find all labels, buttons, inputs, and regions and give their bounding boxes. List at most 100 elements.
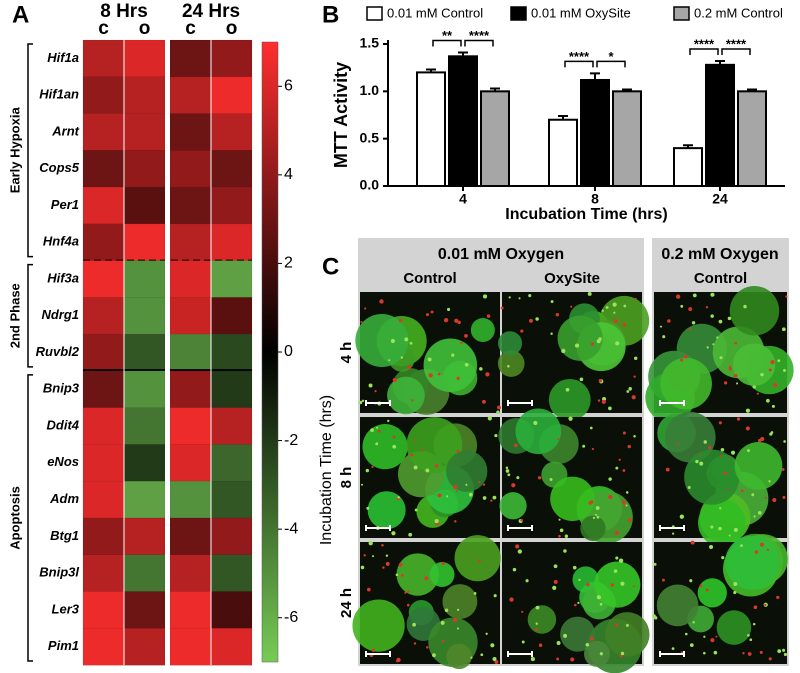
cell-dot — [625, 491, 629, 494]
cell-dot — [441, 639, 445, 643]
heatmap-cell — [82, 186, 125, 225]
cell-dot — [680, 304, 684, 308]
heatmap-cell — [82, 76, 125, 115]
cell-dot — [370, 428, 374, 432]
cell-dot — [710, 314, 714, 318]
cell-dot — [689, 579, 693, 583]
error-bar — [558, 114, 568, 120]
cell-dot — [558, 518, 561, 521]
cell-dot — [425, 313, 430, 317]
cell-dot — [482, 294, 488, 299]
y-tick-label: 1.5 — [360, 35, 380, 51]
heatmap-cell — [123, 627, 166, 666]
y-axis-label: Incubation Time (hrs) — [318, 395, 335, 545]
group-header: 0.2 mM Oxygen — [661, 246, 778, 263]
cell-dot — [747, 449, 750, 452]
cell-dot — [723, 381, 728, 385]
heatmap-cell — [169, 407, 212, 445]
cell-dot — [368, 540, 373, 546]
row-group-label: Early Hypoxia — [7, 107, 22, 194]
row-header: 8 h — [338, 467, 355, 489]
heatmap-cell — [210, 444, 253, 482]
cell-dot — [777, 649, 782, 654]
scale-bar — [365, 525, 391, 531]
cell-dot — [553, 579, 558, 584]
cell-dot — [400, 573, 404, 577]
row-label: Ndrg1 — [41, 307, 79, 322]
cell-dot — [751, 493, 755, 497]
cell-dot — [520, 518, 523, 522]
x-tick-label: 8 — [591, 191, 599, 207]
cell-dot — [497, 405, 501, 410]
y-tick-label: 0.5 — [360, 129, 380, 145]
cell-dot — [715, 635, 718, 638]
spheroid — [446, 643, 472, 670]
scale-bar — [365, 400, 391, 406]
cell-dot — [364, 307, 367, 310]
spheroid — [423, 338, 478, 393]
cell-dot — [615, 556, 619, 560]
cell-dot — [432, 653, 436, 658]
cell-dot — [490, 643, 495, 648]
spheroid — [734, 442, 783, 490]
bar — [548, 118, 578, 187]
y-axis-label: MTT Activity — [331, 62, 351, 168]
spheroid — [548, 378, 591, 421]
cell-dot — [708, 446, 712, 450]
cell-dot — [759, 542, 765, 547]
cell-dot — [425, 646, 429, 649]
cell-dot — [428, 373, 433, 378]
cell-dot — [427, 357, 432, 362]
panel-label: A — [12, 1, 29, 28]
cell-dot — [361, 483, 364, 486]
cell-dot — [500, 306, 504, 310]
row-label: Pim1 — [48, 638, 79, 653]
cell-dot — [718, 319, 723, 324]
cell-dot — [464, 362, 469, 367]
cell-dot — [595, 506, 600, 510]
heatmap-cell — [123, 480, 166, 519]
colorbar — [261, 41, 279, 663]
cell-dot — [721, 556, 725, 560]
cell-dot — [699, 454, 702, 457]
column-group-label: 24 Hrs — [182, 1, 240, 22]
cell-dot — [494, 433, 498, 438]
cell-dot — [613, 318, 618, 324]
column-header: Control — [694, 270, 747, 287]
error-bar — [622, 88, 632, 92]
heatmap-cell — [123, 554, 166, 593]
heatmap-cell — [123, 150, 166, 188]
cell-dot — [756, 392, 759, 395]
cell-dot — [454, 520, 457, 523]
cell-dot — [759, 650, 763, 654]
significance-label: ** — [442, 28, 453, 43]
heatmap-cell — [82, 627, 125, 666]
cell-dot — [590, 342, 595, 346]
row-label: Bnip3 — [43, 381, 80, 396]
cell-dot — [631, 395, 636, 400]
cell-dot — [618, 558, 624, 563]
cell-dot — [684, 632, 688, 636]
heatmap-cell — [169, 150, 212, 188]
cell-dot — [615, 341, 620, 346]
significance-bracket — [464, 39, 494, 47]
legend-swatch — [366, 6, 383, 21]
error-bar — [426, 68, 436, 73]
legend-swatch — [510, 6, 527, 21]
heatmap-cell — [210, 39, 253, 78]
heatmap-cell — [82, 517, 125, 556]
cell-dot — [460, 341, 463, 345]
cell-dot — [365, 468, 370, 473]
cell-dot — [623, 304, 627, 308]
cell-dot — [385, 554, 389, 557]
cell-dot — [505, 469, 510, 473]
bar — [480, 90, 510, 187]
row-label: Hif1an — [39, 87, 79, 102]
cell-dot — [752, 622, 756, 626]
cell-dot — [565, 387, 570, 392]
cell-dot — [553, 564, 558, 569]
spheroid — [594, 561, 641, 608]
significance-bracket — [721, 48, 751, 56]
cell-dot — [605, 306, 609, 309]
cell-dot — [619, 654, 623, 658]
